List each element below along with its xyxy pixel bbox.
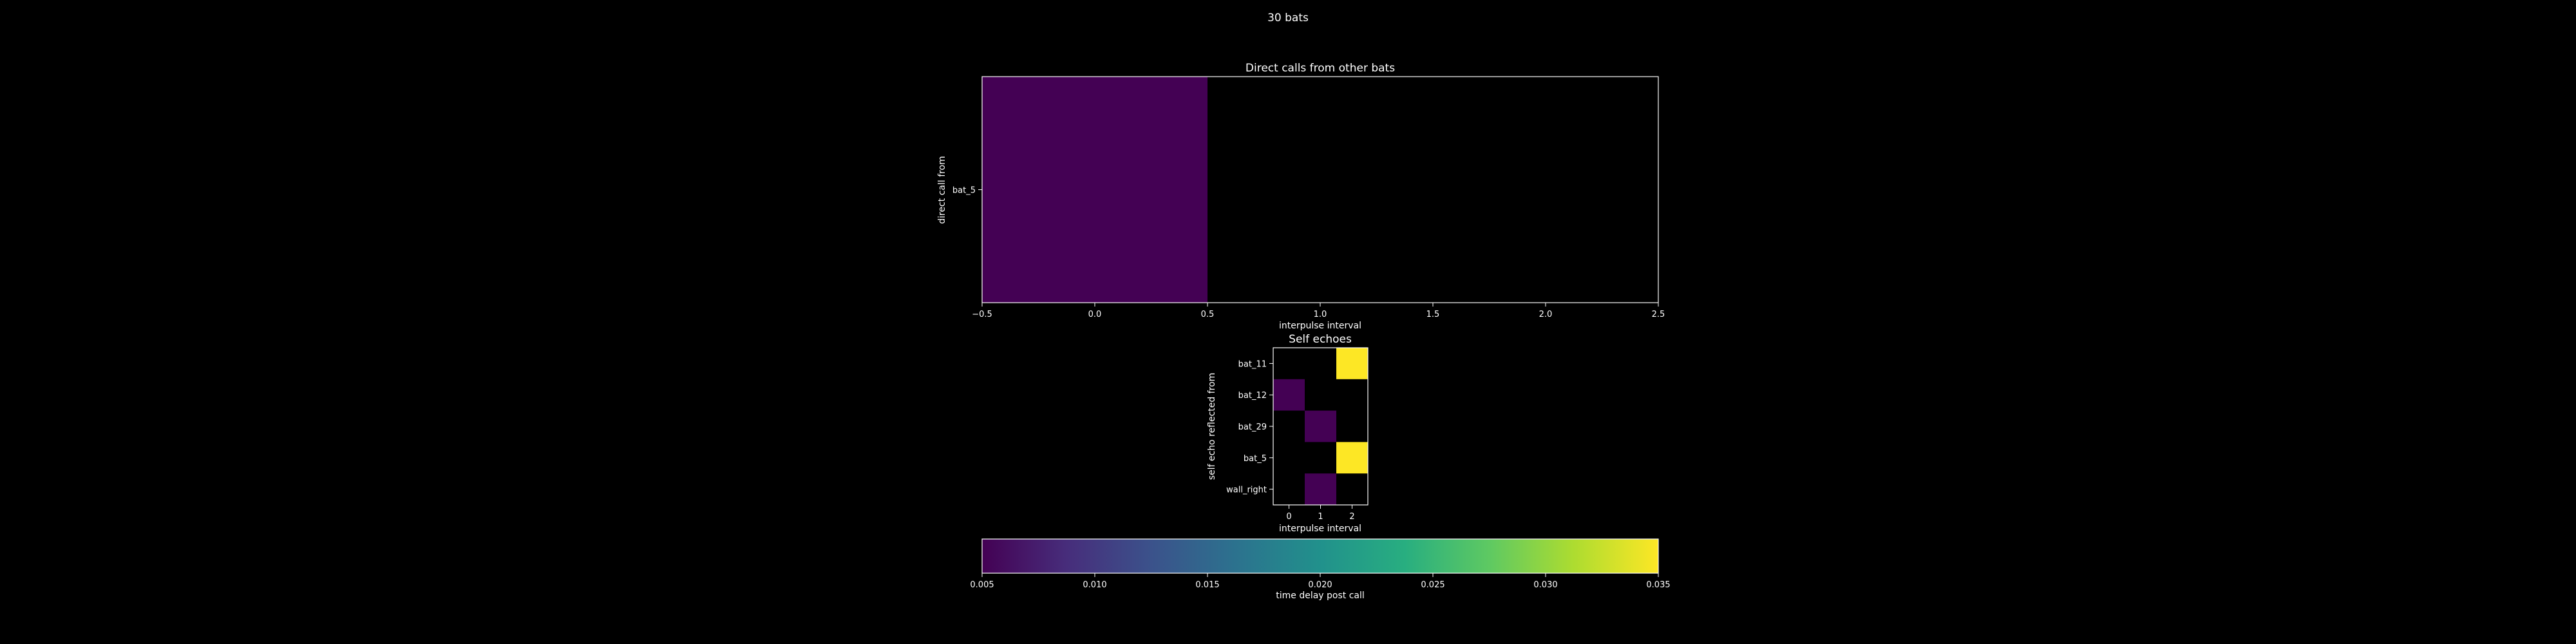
self-echoes-y-tick-label: bat_12	[1238, 391, 1267, 401]
self-echoes-chart: Self echoes 0 1 2 bat_11 bat_12 bat_29 bat_5w…	[1207, 333, 1368, 534]
direct-calls-x-tick-label: 2.5	[1652, 310, 1665, 319]
direct-calls-ylabel: direct call from	[937, 156, 947, 224]
colorbar-tick-label: 0.005	[970, 580, 994, 590]
colorbar-label: time delay post call	[1276, 591, 1365, 601]
colorbar-ticks: 0.005 0.010 0.015 0.020 0.025 0.030 0.035	[970, 573, 1671, 590]
self-echoes-x-tick-label: 1	[1318, 512, 1323, 522]
direct-calls-x-tick-label: 0.0	[1088, 310, 1102, 319]
direct-calls-xlabel: interpulse interval	[1279, 321, 1361, 331]
direct-calls-x-tick-label: 2.0	[1539, 310, 1553, 319]
direct-calls-y-tick-label: bat_5	[952, 186, 976, 196]
colorbar-tick-label: 0.020	[1308, 580, 1332, 590]
direct-calls-chart: Direct calls from other bats −0.5 0.0 0.5 1…	[937, 62, 1665, 331]
self-echoes-y-tick-label: bat_5	[1244, 454, 1267, 464]
colorbar-gradient	[981, 538, 1659, 574]
direct-calls-cells	[982, 77, 1208, 303]
self-echoes-cell	[1336, 348, 1368, 379]
direct-calls-x-tick-label: 1.5	[1426, 310, 1440, 319]
self-echoes-cell	[1305, 473, 1336, 505]
colorbar-tick-label: 0.010	[1083, 580, 1106, 590]
self-echoes-cells	[1273, 348, 1368, 505]
self-echoes-y-ticks: bat_11 bat_12 bat_29 bat_5 wall_right	[1226, 359, 1273, 495]
self-echoes-xlabel: interpulse interval	[1279, 524, 1361, 534]
figure-suptitle: 30 bats	[1267, 12, 1309, 24]
self-echoes-cell	[1305, 410, 1336, 442]
self-echoes-x-tick-label: 0	[1286, 512, 1291, 522]
self-echoes-x-ticks: 0 1 2	[1286, 505, 1355, 522]
self-echoes-y-tick-label: bat_29	[1238, 422, 1267, 432]
colorbar-tick-label: 0.015	[1195, 580, 1219, 590]
self-echoes-ylabel: self echo reflected from	[1207, 373, 1217, 480]
direct-calls-x-tick-label: 0.5	[1201, 310, 1215, 319]
direct-calls-x-tick-label: 1.0	[1314, 310, 1327, 319]
direct-calls-y-ticks: bat_5	[952, 186, 982, 196]
direct-calls-title: Direct calls from other bats	[1245, 62, 1395, 75]
self-echoes-title: Self echoes	[1289, 333, 1352, 346]
self-echoes-y-tick-label: bat_11	[1238, 359, 1267, 369]
self-echoes-cell	[1336, 442, 1368, 474]
colorbar: 0.005 0.010 0.015 0.020 0.025 0.030 0.035 time…	[970, 538, 1671, 601]
direct-calls-cell	[982, 77, 1208, 303]
self-echoes-y-tick-label: wall_right	[1226, 486, 1267, 495]
self-echoes-x-tick-label: 2	[1349, 512, 1354, 522]
colorbar-tick-label: 0.035	[1646, 580, 1670, 590]
colorbar-tick-label: 0.025	[1421, 580, 1444, 590]
colorbar-tick-label: 0.030	[1533, 580, 1557, 590]
direct-calls-x-tick-label: −0.5	[972, 310, 992, 319]
direct-calls-x-ticks: −0.5 0.0 0.5 1.0 1.5 2.0 2.5	[972, 303, 1665, 319]
self-echoes-cell	[1273, 379, 1305, 411]
